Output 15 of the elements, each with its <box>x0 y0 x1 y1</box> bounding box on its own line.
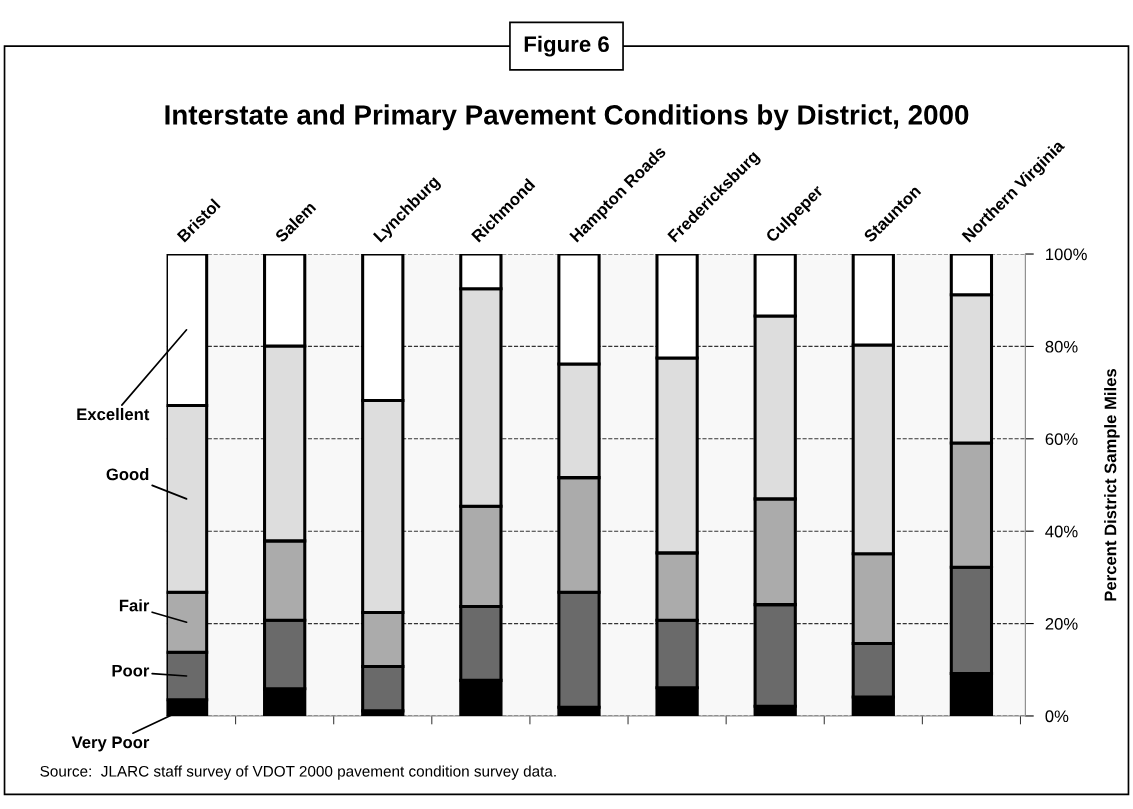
y-tick-label: 100% <box>1046 248 1087 261</box>
series-label: Very Poor <box>71 736 150 752</box>
series-label: Good <box>106 467 149 481</box>
source-note: Source: JLARC staff survey of VDOT 2000 pavement condition survey data. <box>40 765 556 780</box>
legend-label: Poor <box>112 664 150 677</box>
caption: Figure 6 <box>524 35 609 57</box>
series-label: Excellent <box>77 407 150 421</box>
chart-title: Interstate and Primary Pavement Conditions by District, 2000 <box>165 104 969 131</box>
y-tick-label: 40% <box>1045 525 1078 538</box>
y-tick-label: 20% <box>1045 617 1078 630</box>
y-tick-label: 0% <box>1045 710 1069 723</box>
y-tick-label: 60% <box>1045 433 1078 445</box>
series-label: Fair <box>119 599 150 612</box>
y2-axis-title: Percent District Sample Miles <box>1104 368 1120 601</box>
y-tick-label: 80% <box>1045 340 1078 353</box>
